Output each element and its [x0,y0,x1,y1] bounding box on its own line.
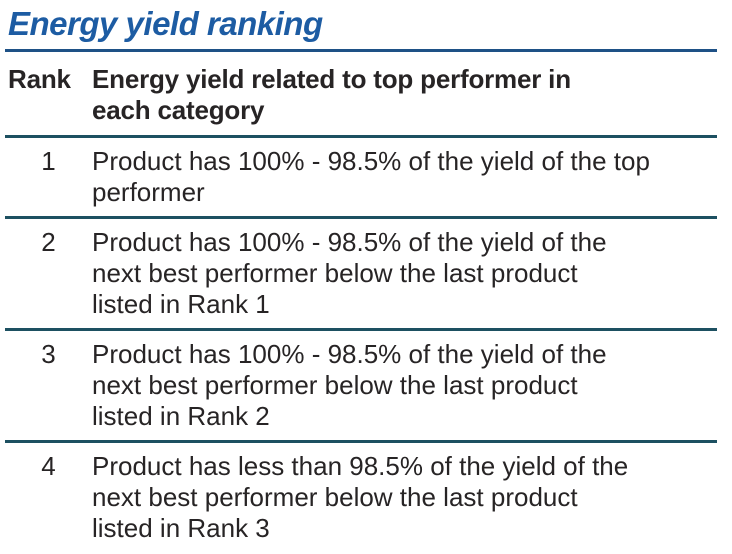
page-title: Energy yield ranking [8,5,323,42]
rank-cell: 1 [41,146,56,176]
energy-yield-ranking-table: Rank Energy yield related to top perform… [5,52,717,552]
rank-cell: 2 [41,227,56,257]
table-row: 2 Product has 100% - 98.5% of the yield … [5,216,717,328]
table-header-row: Rank Energy yield related to top perform… [5,52,717,135]
description-cell: Product has 100% - 98.5% of the yield of… [92,339,607,431]
table-row: 1 Product has 100% - 98.5% of the yield … [5,135,717,216]
table-row: 4 Product has less than 98.5% of the yie… [5,440,717,552]
rank-cell: 3 [41,339,56,369]
description-cell: Product has less than 98.5% of the yield… [92,451,629,543]
description-cell: Product has 100% - 98.5% of the yield of… [92,227,607,319]
table-row: 3 Product has 100% - 98.5% of the yield … [5,328,717,440]
column-header-rank: Rank [8,64,71,94]
column-header-description: Energy yield related to top performer in… [92,64,571,125]
description-cell: Product has 100% - 98.5% of the yield of… [92,146,650,207]
rank-cell: 4 [41,451,56,481]
title-divider [5,49,717,52]
